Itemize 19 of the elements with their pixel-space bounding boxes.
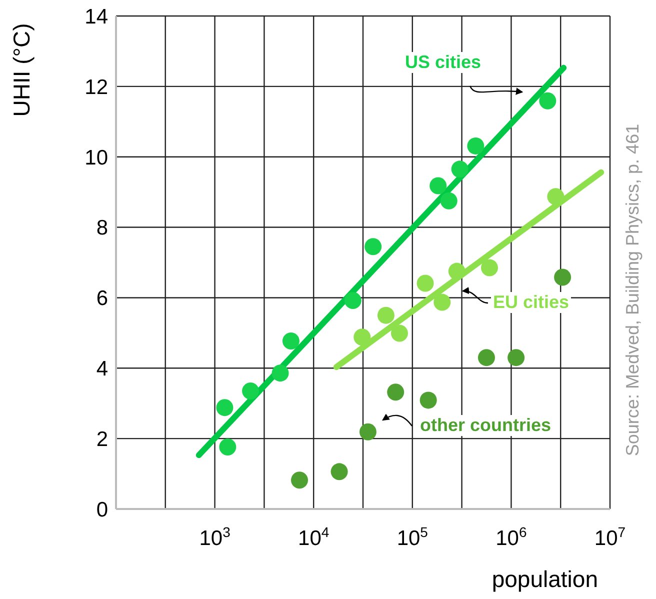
x-axis-title: population: [492, 566, 598, 592]
y-tick-label: 12: [84, 76, 108, 99]
y-tick-label: 6: [96, 287, 108, 310]
x-tick-label: 10$^{7}$: [594, 524, 626, 550]
x-tick-label: 10$^{6}$: [496, 524, 527, 550]
y-tick-label: 4: [96, 358, 108, 381]
y-tick-label: 0: [96, 498, 108, 522]
y-tick-label: 10: [84, 146, 108, 170]
x-tick-label: 10$^{4}$: [298, 524, 330, 550]
x-tick-label: 10$^{3}$: [199, 524, 231, 550]
series-label: other countries: [418, 415, 554, 436]
y-tick-label: 14: [84, 5, 108, 28]
y-tick-label: 8: [96, 216, 108, 240]
y-axis-title: UHII (°C): [8, 23, 36, 117]
y-tick-label: 2: [96, 428, 108, 452]
series-label: EU cities: [491, 292, 572, 313]
source-note: Source: Medved, Building Physics, p. 461: [622, 124, 644, 456]
x-tick-label: 10$^{5}$: [396, 524, 428, 550]
text: US cities: [403, 52, 484, 73]
